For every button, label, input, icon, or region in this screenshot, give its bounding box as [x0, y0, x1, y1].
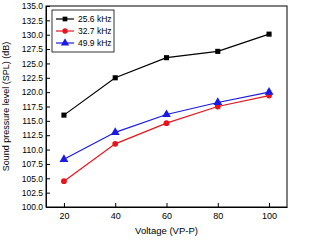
x-tick-mark	[115, 203, 116, 207]
x-tick: 100	[262, 203, 277, 221]
y-tick: 122.5	[22, 73, 50, 83]
y-tick-mark	[46, 164, 50, 165]
y-tick-mark	[46, 35, 50, 36]
legend-marker	[62, 28, 67, 33]
y-tick: 125.0	[22, 59, 50, 69]
series-marker	[213, 97, 222, 105]
y-tick-label: 105.0	[22, 174, 44, 184]
y-tick-label: 130.0	[22, 30, 44, 40]
y-axis: 100.0 102.5 105.0 107.5 110.0 112.5 115.0 117.5…	[22, 1, 50, 212]
x-tick-label: 60	[162, 211, 172, 221]
series-marker	[60, 154, 69, 162]
x-tick-mark	[64, 203, 65, 207]
series-marker	[61, 113, 66, 118]
y-tick-label: 115.0	[22, 116, 43, 126]
series-line	[64, 96, 269, 182]
legend-label: 32.7 kHz	[78, 26, 112, 36]
x-tick-label: 80	[213, 211, 223, 221]
y-tick: 135.0	[22, 1, 50, 11]
y-tick: 105.0	[22, 174, 50, 184]
y-tick-mark	[46, 193, 50, 194]
series-marker	[111, 127, 120, 135]
y-tick-label: 135.0	[22, 1, 44, 11]
x-tick: 20	[59, 203, 69, 221]
y-tick: 100.0	[22, 202, 50, 212]
plot-area	[60, 32, 274, 184]
x-tick: 40	[111, 203, 121, 221]
legend-label: 25.6 kHz	[78, 14, 112, 24]
series-line	[64, 92, 269, 159]
y-tick-label: 112.5	[22, 130, 43, 140]
x-tick-label: 40	[111, 211, 121, 221]
x-tick-mark	[167, 203, 168, 207]
legend-marker	[61, 38, 69, 45]
y-tick-label: 110.0	[22, 145, 43, 155]
series-marker	[112, 141, 118, 147]
x-tick-label: 100	[262, 211, 277, 221]
y-tick: 115.0	[22, 116, 50, 126]
legend: 25.6 kHz 32.7 kHz 49.9 kHz	[52, 10, 114, 52]
y-tick: 127.5	[22, 44, 50, 54]
legend-label: 49.9 kHz	[78, 38, 112, 48]
y-tick-mark	[46, 178, 50, 179]
series-marker	[162, 109, 171, 117]
y-tick-mark	[46, 107, 50, 108]
series-line	[64, 34, 269, 115]
y-tick-label: 127.5	[22, 44, 44, 54]
y-tick-mark	[46, 150, 50, 151]
y-tick-label: 125.0	[22, 59, 44, 69]
series-marker	[164, 55, 169, 60]
y-tick: 107.5	[22, 159, 50, 169]
y-tick-mark	[46, 121, 50, 122]
y-tick-mark	[46, 6, 50, 7]
y-tick-mark	[46, 20, 50, 21]
legend-marker	[63, 17, 68, 22]
series-marker	[61, 178, 67, 184]
x-tick-mark	[269, 203, 270, 207]
y-tick-mark	[46, 135, 50, 136]
series-marker	[113, 75, 118, 80]
y-tick: 110.0	[22, 145, 50, 155]
x-tick-label: 20	[59, 211, 69, 221]
y-tick-mark	[46, 49, 50, 50]
y-tick: 120.0	[22, 87, 50, 97]
y-tick-mark	[46, 78, 50, 79]
x-axis: 20 40 60 80 100	[47, 203, 288, 221]
series-marker	[267, 32, 272, 37]
y-tick-label: 117.5	[22, 102, 43, 112]
chart: 20 40 60 80 100 100.0 102.5 105.0 107.5 110.0 112.…	[0, 0, 315, 240]
x-tick-mark	[218, 203, 219, 207]
y-tick-mark	[46, 63, 50, 64]
y-tick: 117.5	[22, 102, 50, 112]
series-marker	[164, 120, 170, 126]
y-tick-label: 102.5	[22, 188, 44, 198]
x-axis-line	[47, 207, 288, 208]
y-tick: 112.5	[22, 130, 50, 140]
x-axis-title: Voltage (VP-P)	[135, 225, 198, 236]
series-marker	[265, 87, 274, 95]
plot-frame	[46, 6, 287, 207]
y-tick: 130.0	[22, 30, 50, 40]
y-tick-mark	[46, 92, 50, 93]
legend-box	[52, 10, 114, 52]
x-tick: 80	[213, 203, 223, 221]
y-tick-label: 120.0	[22, 87, 44, 97]
y-tick: 132.5	[22, 16, 50, 26]
y-axis-title: Sound pressure level (SPL) (dB)	[1, 42, 11, 172]
x-tick: 60	[162, 203, 172, 221]
y-tick-label: 107.5	[22, 159, 44, 169]
y-tick: 102.5	[22, 188, 50, 198]
series-marker	[215, 49, 220, 54]
y-tick-mark	[46, 207, 50, 208]
y-tick-label: 100.0	[22, 202, 44, 212]
y-tick-label: 132.5	[22, 16, 44, 26]
y-tick-label: 122.5	[22, 73, 44, 83]
